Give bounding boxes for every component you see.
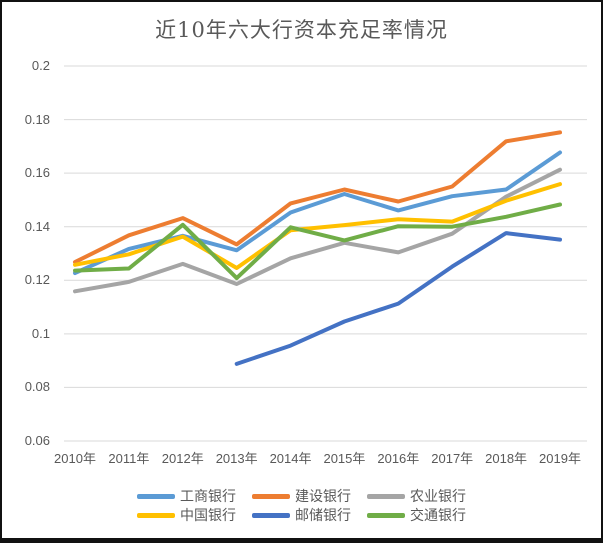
x-tick-label: 2012年 — [161, 451, 204, 466]
x-tick-label: 2014年 — [269, 451, 312, 466]
legend-item-邮储银行[interactable]: 邮储银行 — [252, 505, 351, 525]
x-tick-label: 2016年 — [377, 451, 420, 466]
legend-item-农业银行[interactable]: 农业银行 — [367, 486, 466, 506]
legend-item-建设银行[interactable]: 建设银行 — [252, 486, 351, 506]
legend-item-交通银行[interactable]: 交通银行 — [367, 505, 466, 525]
legend-item-工商银行[interactable]: 工商银行 — [137, 486, 236, 506]
x-tick-label: 2011年 — [108, 451, 150, 466]
legend-line-swatch — [137, 493, 175, 499]
legend-label: 交通银行 — [410, 507, 466, 523]
y-tick-label: 0.12 — [24, 272, 50, 288]
chart-title: 近10年六大行资本充足率情况 — [155, 18, 448, 42]
legend-label: 农业银行 — [410, 488, 466, 504]
legend-label: 建设银行 — [295, 488, 351, 504]
y-tick-label: 0.1 — [31, 325, 50, 341]
series-line-工商银行[interactable] — [73, 150, 562, 276]
series-line-交通银行[interactable] — [73, 202, 562, 281]
legend-label: 邮储银行 — [295, 507, 351, 523]
y-tick-label: 0.18 — [24, 111, 50, 127]
legend-label: 中国银行 — [180, 507, 236, 523]
y-tick-label: 0.2 — [31, 58, 50, 73]
x-tick-label: 2017年 — [431, 451, 474, 466]
legend-row-1: 工商银行 建设银行 农业银行 — [2, 486, 601, 506]
x-tick-label: 2010年 — [54, 451, 96, 466]
x-tick-label: 2013年 — [215, 451, 258, 466]
series-line-建设银行[interactable] — [73, 130, 562, 265]
y-tick-label: 0.08 — [24, 379, 50, 395]
x-tick-label: 2015年 — [323, 451, 366, 466]
legend-row-2: 中国银行 邮储银行 交通银行 — [2, 505, 601, 525]
series-line-农业银行[interactable] — [73, 167, 562, 294]
y-tick-label: 0.06 — [24, 433, 50, 448]
y-tick-label: 0.14 — [24, 218, 50, 234]
x-tick-label: 2018年 — [485, 451, 528, 466]
legend-line-swatch — [137, 512, 175, 518]
legend-label: 工商银行 — [180, 488, 236, 504]
legend-line-swatch — [252, 512, 290, 518]
y-tick-label: 0.16 — [24, 165, 50, 181]
legend-line-swatch — [252, 493, 290, 499]
series-line-邮储银行[interactable] — [234, 231, 562, 366]
legend-line-swatch — [367, 493, 405, 499]
legend-item-中国银行[interactable]: 中国银行 — [137, 505, 236, 525]
legend-line-swatch — [367, 512, 405, 518]
x-tick-label: 2019年 — [539, 451, 581, 466]
